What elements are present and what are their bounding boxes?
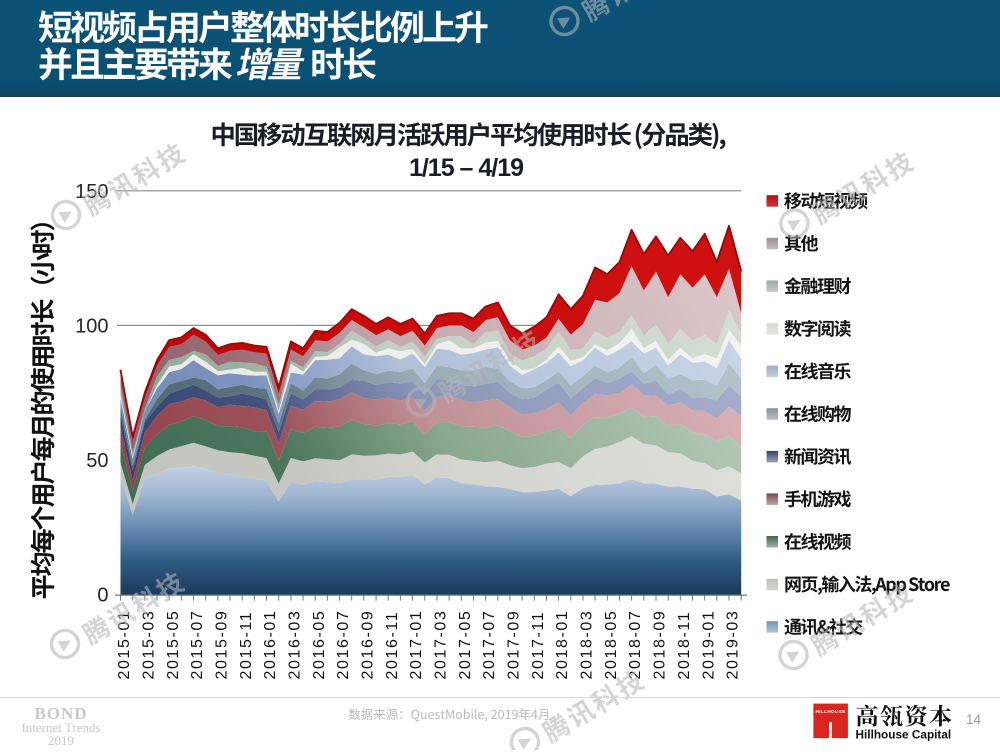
svg-text:1/15 – 4/19: 1/15 – 4/19: [409, 154, 523, 182]
svg-text:100: 100: [75, 315, 108, 337]
svg-text:2018-09: 2018-09: [652, 610, 669, 680]
svg-text:2015-05: 2015-05: [165, 610, 182, 680]
svg-text:HILLHOUSE: HILLHOUSE: [816, 709, 846, 714]
svg-text:2017-07: 2017-07: [481, 610, 498, 680]
svg-text:50: 50: [86, 450, 108, 472]
svg-text:2016-05: 2016-05: [311, 610, 328, 680]
svg-text:2016-09: 2016-09: [360, 610, 377, 680]
svg-text:2018-11: 2018-11: [676, 611, 693, 680]
svg-text:2015-09: 2015-09: [214, 610, 231, 680]
svg-text:2017-05: 2017-05: [457, 610, 474, 680]
svg-text:2016-03: 2016-03: [287, 610, 304, 680]
svg-text:2017-03: 2017-03: [433, 610, 450, 680]
svg-text:2018-05: 2018-05: [603, 610, 620, 680]
svg-text:2017-09: 2017-09: [506, 610, 523, 680]
svg-text:2015-01: 2015-01: [116, 610, 133, 680]
svg-text:2015-07: 2015-07: [189, 610, 206, 680]
svg-text:2016-11: 2016-11: [384, 611, 401, 680]
svg-text:2017-11: 2017-11: [530, 611, 547, 680]
svg-text:Internet Trends: Internet Trends: [21, 720, 100, 735]
svg-text:0: 0: [97, 585, 108, 607]
svg-text:2019-01: 2019-01: [700, 610, 717, 680]
svg-text:2018-01: 2018-01: [554, 610, 571, 680]
svg-text:2016-07: 2016-07: [335, 610, 352, 680]
svg-text:2019-03: 2019-03: [725, 610, 742, 680]
svg-text:14: 14: [966, 712, 982, 727]
svg-text:2015-03: 2015-03: [140, 610, 157, 680]
svg-text:BOND: BOND: [34, 704, 87, 723]
svg-text:2015-11: 2015-11: [238, 611, 255, 680]
svg-text:2018-07: 2018-07: [627, 610, 644, 680]
svg-text:Hillhouse Capital: Hillhouse Capital: [856, 728, 952, 742]
svg-text:2019: 2019: [48, 733, 74, 748]
svg-text:2018-03: 2018-03: [579, 610, 596, 680]
svg-text:2017-01: 2017-01: [408, 610, 425, 680]
svg-text:2016-01: 2016-01: [262, 610, 279, 680]
